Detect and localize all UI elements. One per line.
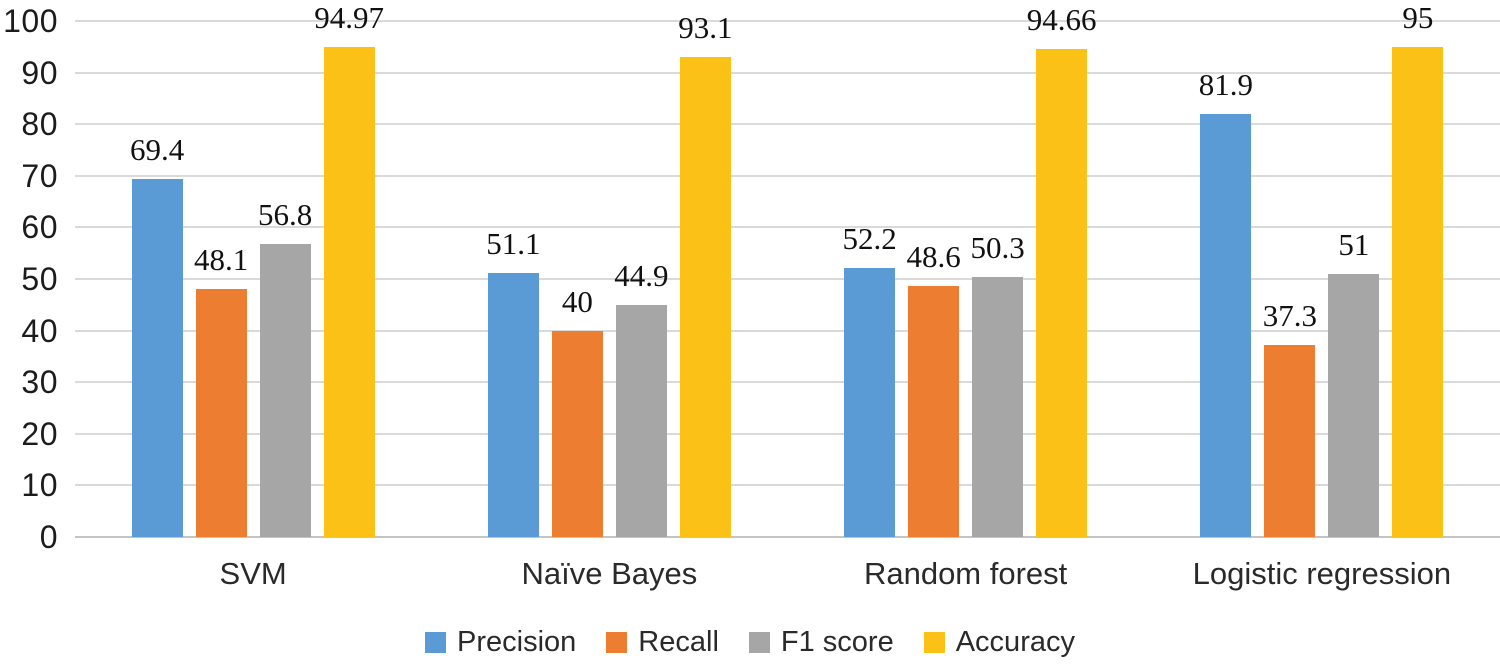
legend-swatch-icon-precision [425, 631, 447, 653]
data-label-accuracy-svm: 94.97 [314, 0, 384, 35]
bar-recall-na-ve-bayes [551, 330, 603, 537]
bar-accuracy-svm [323, 46, 375, 537]
gridline-70 [75, 174, 1500, 177]
gridline-10 [75, 484, 1500, 487]
bar-f1-score-svm [259, 243, 311, 537]
legend-item-accuracy: Accuracy [923, 625, 1075, 658]
bar-recall-svm [195, 288, 247, 537]
data-label-f1-score-na-ve-bayes: 44.9 [614, 258, 669, 294]
gridline-100 [75, 20, 1500, 22]
data-label-recall-logistic-regression: 37.3 [1262, 297, 1317, 333]
bar-f1-score-na-ve-bayes [615, 305, 667, 537]
bar-accuracy-random-forest [1036, 48, 1088, 537]
y-tick-label-100: 100 [3, 3, 58, 39]
y-tick-label-80: 80 [21, 106, 58, 143]
y-tick-label-90: 90 [21, 54, 58, 91]
x-axis: SVM Naïve Bayes Random forest Logistic regr… [75, 553, 1500, 595]
data-label-accuracy-na-ve-bayes: 93.1 [678, 9, 733, 45]
bar-recall-logistic-regression [1264, 344, 1316, 537]
gridline-20 [75, 432, 1500, 435]
y-tick-label-10: 10 [21, 467, 58, 504]
gridline-60 [75, 226, 1500, 229]
category-label-svm: SVM [219, 556, 287, 591]
legend-swatch-icon-f1-score [748, 631, 770, 653]
data-label-precision-na-ve-bayes: 51.1 [486, 226, 541, 262]
bar-precision-random-forest [844, 267, 896, 537]
legend: Precision Recall F1 score Accuracy [0, 622, 1500, 662]
data-label-f1-score-logistic-regression: 51 [1338, 226, 1370, 262]
legend-swatch-icon-accuracy [923, 631, 945, 653]
y-tick-label-70: 70 [21, 157, 58, 194]
gridline-80 [75, 123, 1500, 126]
data-label-recall-svm: 48.1 [194, 241, 249, 277]
data-label-precision-random-forest: 52.2 [842, 220, 897, 256]
y-tick-label-0: 0 [39, 519, 58, 555]
plot-area: 69.4 48.1 56.8 94.97 51.1 40 44.9 93.1 52.2 48.6 5… [75, 2, 1500, 538]
legend-swatch-icon-recall [606, 631, 628, 653]
data-label-f1-score-random-forest: 50.3 [970, 230, 1025, 266]
gridline-40 [75, 329, 1500, 332]
bar-precision-na-ve-bayes [487, 273, 539, 537]
gridline-30 [75, 381, 1500, 384]
legend-label-f1-score: F1 score [780, 625, 894, 658]
legend-item-f1-score: F1 score [748, 625, 894, 658]
data-label-recall-random-forest: 48.6 [906, 239, 961, 275]
category-label-random-forest: Random forest [863, 556, 1068, 591]
gridline-0 [75, 536, 1500, 538]
data-label-precision-logistic-regression: 81.9 [1198, 67, 1253, 103]
y-tick-label-20: 20 [21, 415, 58, 452]
gridline-50 [75, 278, 1500, 280]
legend-item-precision: Precision [425, 625, 577, 658]
bar-accuracy-na-ve-bayes [679, 56, 731, 537]
legend-label-accuracy: Accuracy [955, 625, 1075, 658]
y-tick-label-40: 40 [21, 312, 58, 349]
bar-recall-random-forest [908, 286, 960, 537]
bar-precision-svm [131, 178, 183, 537]
bar-accuracy-logistic-regression [1392, 46, 1444, 537]
legend-item-recall: Recall [606, 625, 719, 658]
gridline-90 [75, 71, 1500, 74]
bar-f1-score-random-forest [972, 277, 1024, 537]
legend-label-recall: Recall [638, 625, 719, 658]
y-tick-label-30: 30 [21, 364, 58, 401]
legend-label-precision: Precision [457, 625, 577, 658]
category-label-na-ve-bayes: Naïve Bayes [521, 556, 698, 591]
data-label-recall-na-ve-bayes: 40 [561, 283, 593, 319]
category-label-logistic-regression: Logistic regression [1192, 556, 1452, 591]
bar-precision-logistic-regression [1200, 114, 1252, 537]
data-label-accuracy-logistic-regression: 95 [1402, 0, 1434, 35]
y-tick-label-60: 60 [21, 209, 58, 246]
data-label-accuracy-random-forest: 94.66 [1026, 1, 1097, 37]
data-label-precision-svm: 69.4 [130, 131, 185, 167]
bar-f1-score-logistic-regression [1328, 273, 1380, 537]
y-tick-label-50: 50 [21, 261, 58, 297]
data-label-f1-score-svm: 56.8 [258, 196, 313, 232]
